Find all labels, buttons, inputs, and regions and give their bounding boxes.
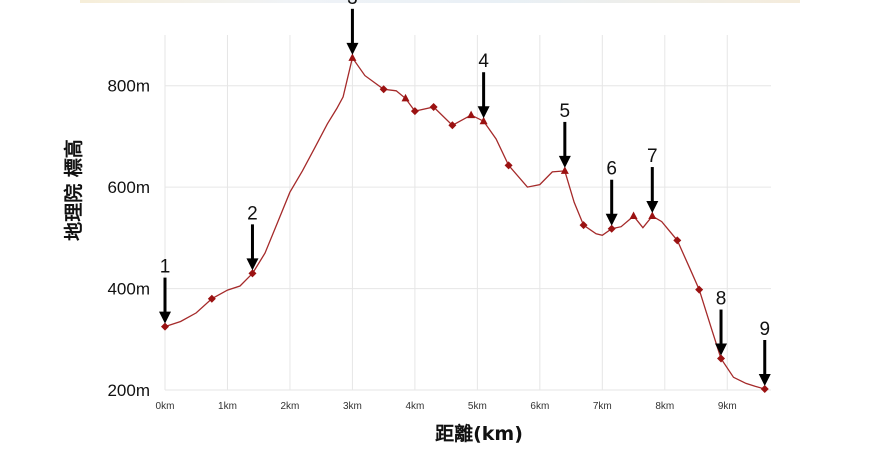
triangle-marker — [479, 116, 488, 125]
x-tick-label: 7km — [593, 401, 612, 412]
callout-number: 6 — [606, 159, 617, 180]
diamond-marker — [161, 322, 169, 331]
y-tick-label: 400m — [107, 280, 150, 299]
callout-arrow-head — [715, 343, 728, 356]
diamond-marker — [760, 384, 769, 393]
diamond-marker — [410, 107, 419, 116]
triangle-marker — [467, 110, 476, 119]
callout-arrow-head — [159, 311, 171, 324]
diamond-marker — [207, 294, 216, 303]
y-axis-label: 地理院 標高 — [62, 139, 85, 241]
callout-arrow-head — [346, 42, 359, 55]
x-tick-label: 2km — [280, 401, 299, 412]
diamond-marker — [504, 161, 513, 170]
x-tick-label: 4km — [405, 401, 424, 412]
x-tick-label: 9km — [718, 401, 737, 412]
callout-arrow-head — [605, 213, 618, 226]
diamond-marker — [579, 221, 588, 230]
diamond-marker — [717, 354, 726, 363]
x-axis-ticks: 0km 1km 2km 3km 4km 5km 6km 7km 8km 9km — [156, 401, 737, 412]
waypoint-callouts: 1 2 3 4 5 6 7 8 9 — [159, 0, 771, 386]
x-tick-label: 8km — [655, 401, 674, 412]
diamond-marker — [448, 121, 457, 130]
waypoint-markers — [161, 53, 769, 393]
elevation-profile-line — [164, 56, 765, 390]
map-preview-strip — [80, 0, 800, 3]
callout-arrow-head — [646, 201, 659, 214]
diamond-marker — [673, 236, 682, 245]
callout-number: 8 — [716, 289, 727, 310]
diamond-marker — [695, 285, 704, 294]
callout-arrow-head — [558, 155, 571, 168]
callout-number: 4 — [478, 51, 489, 72]
callout-number: 1 — [160, 257, 171, 278]
diamond-marker — [607, 224, 616, 233]
callout-arrow-head — [758, 373, 771, 386]
callout-number: 2 — [247, 203, 258, 224]
grid — [164, 35, 771, 391]
callout-number: 7 — [647, 146, 658, 167]
callout-number: 9 — [759, 319, 770, 340]
triangle-marker — [648, 211, 657, 220]
x-tick-label: 3km — [343, 401, 362, 412]
triangle-marker — [401, 93, 410, 102]
x-tick-label: 1km — [218, 401, 237, 412]
y-tick-label: 800m — [107, 77, 150, 96]
y-tick-label: 200m — [107, 381, 150, 400]
callout-number: 5 — [560, 101, 571, 122]
triangle-marker — [348, 53, 357, 61]
x-tick-label: 5km — [468, 401, 487, 412]
y-axis-ticks: 200m 400m 600m 800m — [107, 77, 150, 400]
triangle-marker — [629, 211, 638, 220]
callout-number: 3 — [347, 0, 358, 9]
x-axis-label: 距離(km) — [435, 422, 523, 445]
diamond-marker — [429, 103, 438, 112]
x-tick-label: 6km — [530, 401, 549, 412]
x-tick-label: 0km — [156, 401, 175, 412]
diamond-marker — [379, 85, 388, 94]
callout-arrow-head — [477, 106, 490, 119]
callout-arrow-head — [246, 258, 259, 271]
triangle-marker — [560, 166, 569, 174]
diamond-marker — [248, 269, 257, 278]
y-tick-label: 600m — [107, 178, 150, 197]
